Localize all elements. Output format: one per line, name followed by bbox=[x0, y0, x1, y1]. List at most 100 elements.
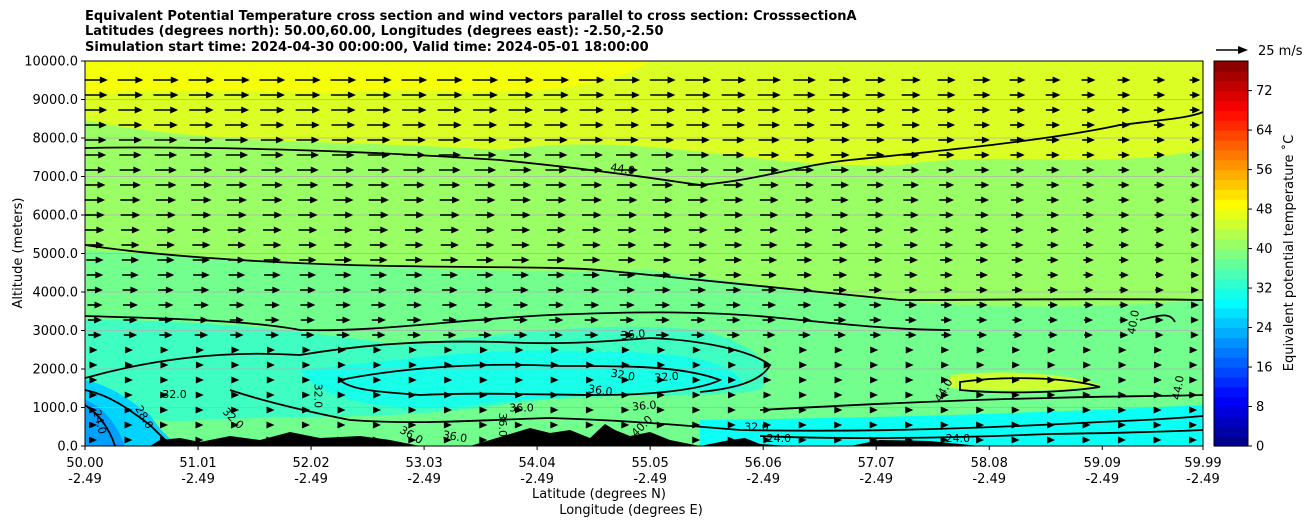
wind-vector-head bbox=[1015, 286, 1024, 294]
wind-vector-head bbox=[944, 286, 953, 294]
wind-vector bbox=[578, 76, 605, 84]
wind-vector bbox=[88, 331, 102, 339]
wind-vector-head bbox=[344, 241, 353, 249]
wind-vector bbox=[727, 391, 736, 399]
wind-vector-head bbox=[346, 151, 355, 159]
wind-vector bbox=[938, 151, 955, 159]
wind-vector-head bbox=[665, 181, 674, 189]
wind-vector bbox=[1117, 106, 1131, 114]
wind-vector-head bbox=[1050, 256, 1059, 264]
wind-vector bbox=[1047, 226, 1059, 234]
wind-vector-head bbox=[205, 121, 214, 129]
wind-vector bbox=[119, 151, 142, 159]
wind-vector-head bbox=[170, 91, 179, 99]
x-tick-label-lat-1: 51.01 bbox=[179, 456, 216, 471]
wind-vector-head bbox=[982, 91, 991, 99]
wind-vector bbox=[724, 241, 743, 249]
wind-vector bbox=[976, 301, 988, 309]
wind-vector bbox=[401, 91, 427, 99]
wind-vector bbox=[443, 331, 457, 339]
wind-vector bbox=[224, 76, 250, 84]
wind-vector-head bbox=[311, 151, 320, 159]
wind-vector-head bbox=[1191, 301, 1200, 309]
wind-vector bbox=[372, 436, 381, 444]
wind-vector bbox=[615, 106, 640, 114]
wind-vector-head bbox=[768, 301, 777, 309]
wind-vector-head bbox=[89, 436, 97, 444]
wind-vector bbox=[651, 151, 674, 159]
wind-vector bbox=[866, 121, 886, 129]
wind-vector bbox=[796, 241, 813, 249]
wind-vector bbox=[544, 136, 568, 144]
wind-vector bbox=[939, 196, 955, 204]
wind-vector-head bbox=[202, 256, 211, 264]
wind-vector bbox=[296, 121, 320, 129]
wind-vector-head bbox=[980, 256, 989, 264]
wind-vector-head bbox=[874, 256, 883, 264]
wind-vector-head bbox=[732, 331, 741, 339]
wind-vector bbox=[155, 196, 177, 204]
wind-vector bbox=[1118, 376, 1127, 384]
wind-vector-head bbox=[160, 361, 169, 369]
wind-vector bbox=[1118, 226, 1130, 234]
wind-vector bbox=[472, 91, 498, 99]
wind-vector bbox=[763, 376, 772, 384]
wind-vector bbox=[1082, 406, 1091, 414]
wind-vector bbox=[336, 316, 351, 324]
wind-vector bbox=[759, 181, 779, 189]
wind-vector-head bbox=[698, 256, 707, 264]
wind-vector-head bbox=[418, 91, 427, 99]
wind-vector-head bbox=[665, 151, 674, 159]
wind-vector-head bbox=[805, 181, 814, 189]
wind-vector bbox=[1012, 346, 1021, 354]
wind-vector-head bbox=[1082, 391, 1091, 399]
wind-vector bbox=[763, 361, 772, 369]
wind-vector-head bbox=[484, 316, 493, 324]
wind-vector bbox=[373, 346, 382, 354]
wind-vector-head bbox=[799, 361, 808, 369]
wind-vector bbox=[1190, 316, 1199, 324]
wind-vector-head bbox=[663, 241, 672, 249]
wind-vector bbox=[621, 346, 630, 354]
wind-vector-head bbox=[798, 421, 807, 429]
wind-vector-head bbox=[941, 376, 950, 384]
wind-vector-head bbox=[692, 346, 701, 354]
wind-vector bbox=[515, 361, 524, 369]
wind-vector-head bbox=[524, 136, 533, 144]
wind-vector bbox=[262, 226, 282, 234]
contour-line-9 bbox=[959, 377, 1101, 394]
wind-vector-head bbox=[763, 406, 772, 414]
wind-vector-head bbox=[408, 346, 417, 354]
wind-vector bbox=[196, 346, 205, 354]
wind-vector bbox=[761, 286, 777, 294]
wind-vector-head bbox=[1189, 376, 1198, 384]
wind-vector bbox=[372, 421, 381, 429]
wind-vector-head bbox=[515, 361, 524, 369]
wind-vector-head bbox=[735, 196, 744, 204]
wind-vector-head bbox=[1157, 136, 1166, 144]
wind-vector bbox=[295, 106, 321, 114]
wind-vector-head bbox=[877, 121, 886, 129]
wind-vector-head bbox=[806, 136, 815, 144]
wind-vector-head bbox=[487, 181, 496, 189]
wind-vector-head bbox=[1082, 376, 1091, 384]
wind-vector bbox=[654, 286, 671, 294]
wind-vector bbox=[1081, 106, 1096, 114]
wind-vector-head bbox=[763, 346, 772, 354]
wind-vector bbox=[974, 181, 990, 189]
wind-vector-head bbox=[231, 391, 240, 399]
wind-vector-head bbox=[663, 256, 672, 264]
wind-vector-head bbox=[312, 76, 321, 84]
wind-vector-head bbox=[980, 226, 989, 234]
wind-vector bbox=[194, 331, 209, 339]
wind-vector-head bbox=[302, 376, 311, 384]
wind-vector-head bbox=[662, 301, 671, 309]
wind-vector-head bbox=[736, 151, 745, 159]
wind-vector bbox=[444, 391, 453, 399]
wind-vector-head bbox=[628, 226, 637, 234]
x-tick-label-lat-5: 55.05 bbox=[632, 456, 669, 471]
wind-vector bbox=[153, 106, 179, 114]
wind-vector-head bbox=[976, 346, 985, 354]
wind-vector-head bbox=[558, 211, 567, 219]
wind-vector bbox=[975, 241, 989, 249]
